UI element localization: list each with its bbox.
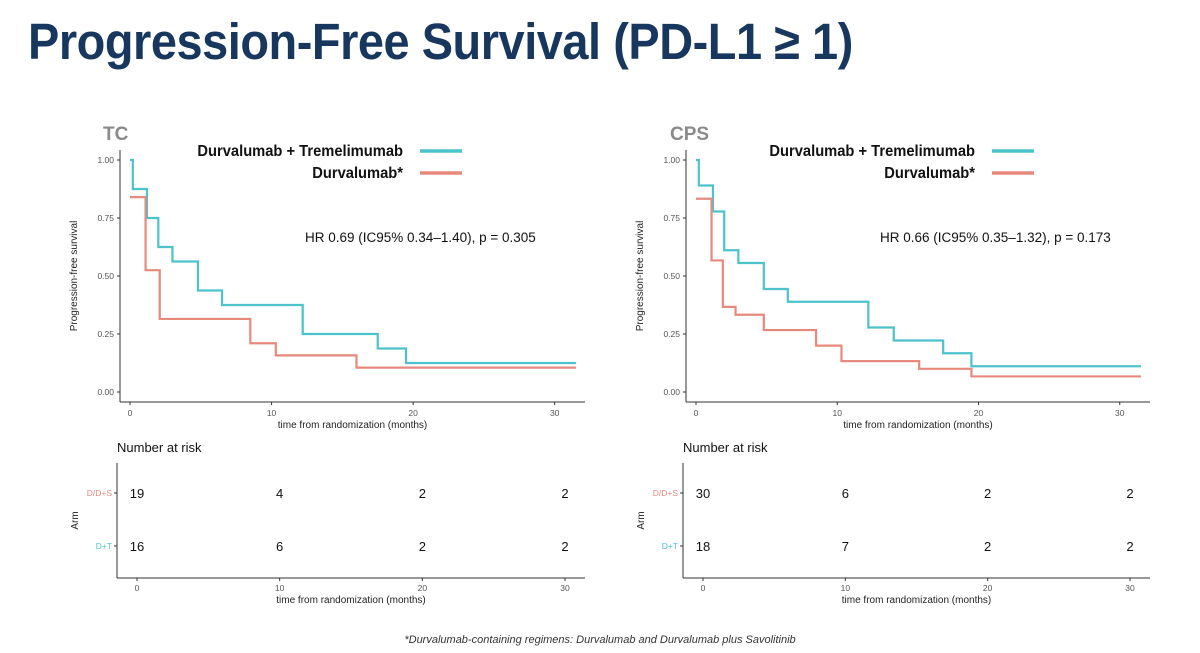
risk-value: 2 bbox=[561, 539, 568, 554]
risk-value: 2 bbox=[419, 539, 426, 554]
y-tick-label: 1.00 bbox=[97, 155, 114, 165]
risk-value: 30 bbox=[696, 486, 710, 501]
x-tick-label: 20 bbox=[408, 408, 418, 418]
risk-table-title: Number at risk bbox=[117, 440, 202, 455]
panel-label: CPS bbox=[670, 124, 709, 145]
legend-label: Durvalumab + Tremelimumab bbox=[197, 142, 403, 160]
y-tick-label: 0.75 bbox=[663, 213, 680, 223]
hr-annotation: HR 0.69 (IC95% 0.34–1.40), p = 0.305 bbox=[305, 230, 536, 245]
risk-x-tick-label: 20 bbox=[418, 583, 428, 593]
risk-x-axis-title: time from randomization (months) bbox=[842, 595, 992, 606]
risk-row-label: D+T bbox=[96, 541, 112, 551]
risk-value: 6 bbox=[276, 539, 283, 554]
x-tick-label: 30 bbox=[1115, 408, 1125, 418]
risk-y-axis-title: Arm bbox=[636, 511, 647, 529]
risk-value: 2 bbox=[984, 486, 991, 501]
y-tick-label: 1.00 bbox=[663, 155, 680, 165]
risk-x-tick-label: 10 bbox=[275, 583, 285, 593]
risk-x-tick-label: 0 bbox=[135, 583, 140, 593]
y-tick-label: 0.50 bbox=[663, 271, 680, 281]
risk-y-axis-title: Arm bbox=[70, 511, 81, 529]
series-line-dd bbox=[130, 196, 576, 369]
risk-x-tick-label: 30 bbox=[560, 583, 570, 593]
y-tick-label: 0.50 bbox=[97, 271, 114, 281]
series-line-dt bbox=[130, 158, 576, 365]
x-tick-label: 10 bbox=[833, 408, 843, 418]
risk-value: 7 bbox=[842, 539, 849, 554]
risk-x-tick-label: 20 bbox=[983, 583, 993, 593]
risk-value: 16 bbox=[130, 539, 144, 554]
x-tick-label: 30 bbox=[550, 408, 560, 418]
legend-label: Durvalumab* bbox=[884, 164, 975, 182]
slide-title: Progression-Free Survival (PD-L1 ≥ 1) bbox=[28, 13, 853, 70]
risk-value: 2 bbox=[561, 486, 568, 501]
risk-row-label: D/D+S bbox=[653, 488, 679, 498]
risk-value: 18 bbox=[696, 539, 710, 554]
x-tick-label: 20 bbox=[974, 408, 984, 418]
y-axis-title: Progression-free survival bbox=[69, 221, 80, 332]
risk-row-label: D+T bbox=[662, 541, 678, 551]
y-tick-label: 0.00 bbox=[97, 387, 114, 397]
series-line-dt bbox=[696, 158, 1141, 368]
risk-row-label: D/D+S bbox=[87, 488, 113, 498]
x-axis-title: time from randomization (months) bbox=[278, 420, 428, 431]
y-tick-label: 0.25 bbox=[97, 329, 114, 339]
hr-annotation: HR 0.66 (IC95% 0.35–1.32), p = 0.173 bbox=[880, 230, 1111, 245]
series-line-dd bbox=[696, 197, 1141, 378]
risk-x-tick-label: 30 bbox=[1125, 583, 1135, 593]
risk-table-title: Number at risk bbox=[683, 440, 768, 455]
x-axis-title: time from randomization (months) bbox=[843, 420, 993, 431]
risk-value: 19 bbox=[130, 486, 144, 501]
risk-value: 2 bbox=[984, 539, 991, 554]
risk-x-tick-label: 10 bbox=[841, 583, 851, 593]
y-tick-label: 0.75 bbox=[97, 213, 114, 223]
risk-x-axis-title: time from randomization (months) bbox=[276, 595, 426, 606]
legend-label: Durvalumab + Tremelimumab bbox=[769, 142, 975, 160]
risk-x-tick-label: 0 bbox=[701, 583, 706, 593]
y-tick-label: 0.25 bbox=[663, 329, 680, 339]
x-tick-label: 0 bbox=[128, 408, 133, 418]
x-tick-label: 0 bbox=[694, 408, 699, 418]
x-tick-label: 10 bbox=[267, 408, 277, 418]
y-tick-label: 0.00 bbox=[663, 387, 680, 397]
panel-label: TC bbox=[103, 124, 129, 145]
risk-value: 4 bbox=[276, 486, 283, 501]
footnote: *Durvalumab-containing regimens: Durvalu… bbox=[404, 634, 796, 646]
risk-value: 2 bbox=[1126, 486, 1133, 501]
risk-value: 2 bbox=[419, 486, 426, 501]
risk-value: 2 bbox=[1126, 539, 1133, 554]
risk-value: 6 bbox=[842, 486, 849, 501]
legend-label: Durvalumab* bbox=[312, 164, 403, 182]
y-axis-title: Progression-free survival bbox=[635, 221, 646, 332]
